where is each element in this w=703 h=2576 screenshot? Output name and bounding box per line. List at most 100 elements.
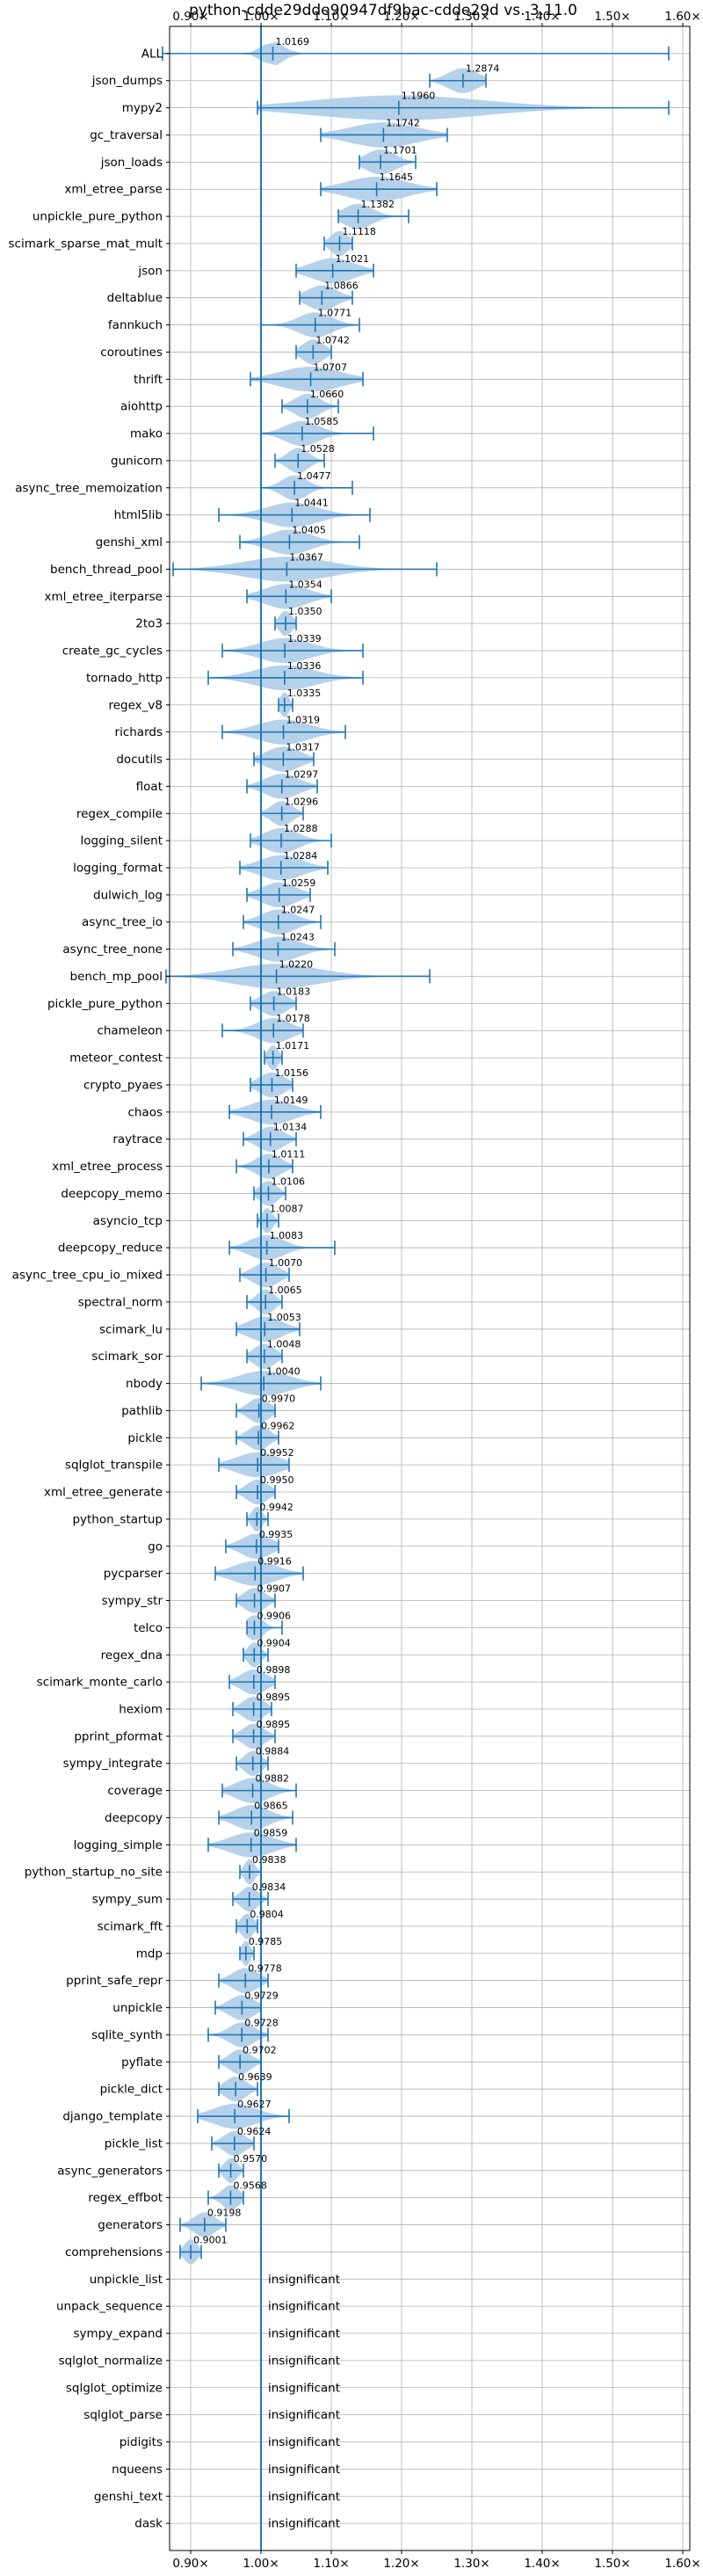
benchmark-name-label: html5lib — [114, 508, 163, 522]
benchmark-name-label: mako — [130, 427, 163, 441]
benchmark-name-label: thrift — [134, 373, 163, 387]
benchmark-name-label: ALL — [141, 47, 163, 61]
benchmark-name-label: fannkuch — [108, 318, 163, 332]
benchmark-name-label: tornado_http — [86, 671, 163, 685]
median-value-label: 1.0296 — [285, 796, 319, 807]
benchmark-name-label: sqlglot_optimize — [66, 2381, 163, 2395]
benchmark-name-label: comprehensions — [65, 2245, 163, 2259]
median-value-label: 1.0220 — [279, 958, 314, 970]
benchmark-name-label: sqlite_synth — [91, 2028, 163, 2042]
label-layer: ALL 1.0169 json_dumps 1.2874 mypy2 1.1960 gc_t… — [9, 36, 500, 2531]
median-value-label: 0.9702 — [243, 2044, 277, 2056]
benchmark-name-label: raytrace — [112, 1132, 163, 1146]
benchmark-name-label: mypy2 — [122, 101, 163, 115]
median-value-label: 1.0156 — [274, 1067, 308, 1079]
median-value-label: 1.0354 — [288, 579, 323, 590]
benchmark-name-label: asyncio_tcp — [93, 1214, 163, 1228]
median-value-label: 1.2874 — [466, 63, 500, 75]
insignificant-label: insignificant — [268, 2381, 340, 2395]
benchmark-name-label: nqueens — [112, 2463, 163, 2477]
benchmark-name-label: xml_etree_iterparse — [45, 590, 163, 604]
median-value-label: 1.0247 — [281, 905, 315, 916]
median-value-label: 1.0367 — [289, 551, 323, 563]
median-value-label: 1.0087 — [270, 1203, 304, 1214]
benchmark-name-label: unpickle_pure_python — [33, 210, 163, 224]
median-value-label: 1.0259 — [282, 877, 316, 889]
benchmark-name-label: async_tree_none — [62, 942, 163, 957]
benchmark-name-label: scimark_sparse_mat_mult — [9, 236, 163, 251]
benchmark-name-label: sympy_str — [102, 1594, 163, 1608]
benchmark-name-label: mdp — [136, 1947, 163, 1961]
median-value-label: 0.9627 — [237, 2099, 272, 2110]
benchmark-name-label: scimark_lu — [99, 1322, 163, 1336]
benchmark-name-label: regex_effbot — [88, 2191, 163, 2205]
benchmark-name-label: dask — [134, 2517, 163, 2531]
median-value-label: 0.9962 — [261, 1420, 295, 1431]
benchmark-name-label: go — [148, 1539, 163, 1554]
benchmark-name-label: nbody — [126, 1377, 163, 1391]
median-value-label: 0.9804 — [250, 1909, 284, 1920]
benchmark-name-label: sqlglot_parse — [83, 2408, 163, 2422]
median-value-label: 1.0243 — [280, 932, 315, 943]
median-value-label: 0.9570 — [234, 2153, 268, 2165]
median-value-label: 0.9907 — [257, 1583, 292, 1595]
x-tick-label-top: 1.30× — [453, 10, 489, 24]
median-value-label: 1.0183 — [277, 986, 311, 997]
benchmark-name-label: richards — [115, 725, 163, 739]
x-tick-label-bottom: 1.40× — [524, 2557, 560, 2571]
benchmark-name-label: python_startup_no_site — [25, 1866, 163, 1880]
median-value-label: 0.9639 — [238, 2071, 272, 2083]
x-tick-label-bottom: 1.20× — [383, 2557, 419, 2571]
median-value-label: 0.9970 — [262, 1393, 296, 1404]
benchmark-name-label: regex_v8 — [108, 698, 163, 712]
median-value-label: 0.9935 — [259, 1529, 294, 1540]
median-value-label: 1.0106 — [271, 1175, 305, 1187]
benchmark-name-label: pickle_pure_python — [47, 997, 163, 1011]
x-tick-label-top: 0.90× — [172, 10, 208, 24]
median-value-label: 1.1742 — [386, 117, 420, 128]
insignificant-label: insignificant — [268, 2408, 340, 2422]
median-value-label: 0.9785 — [249, 1936, 283, 1947]
benchmark-name-label: unpack_sequence — [56, 2300, 163, 2314]
benchmark-name-label: unpickle — [112, 2001, 163, 2015]
median-value-label: 1.1645 — [380, 171, 414, 183]
benchmark-name-label: generators — [98, 2218, 163, 2232]
median-value-label: 0.9952 — [260, 1447, 294, 1459]
benchmark-name-label: genshi_xml — [96, 535, 163, 549]
median-value-label: 1.0178 — [276, 1013, 310, 1024]
median-value-label: 1.0405 — [292, 525, 326, 536]
median-value-label: 1.0134 — [273, 1122, 308, 1133]
median-value-label: 0.9198 — [207, 2208, 242, 2219]
median-value-label: 0.9838 — [252, 1854, 286, 1866]
insignificant-label: insignificant — [268, 2354, 340, 2368]
benchmark-name-label: create_gc_cycles — [62, 644, 163, 659]
benchmark-name-label: chameleon — [97, 1024, 163, 1038]
benchmark-name-label: deepcopy — [105, 1811, 163, 1825]
median-value-label: 1.0111 — [272, 1149, 306, 1161]
benchmark-name-label: gc_traversal — [90, 128, 163, 142]
median-value-label: 1.0083 — [270, 1230, 304, 1241]
median-value-label: 1.0350 — [288, 606, 323, 617]
median-value-label: 1.0339 — [287, 633, 322, 644]
median-value-label: 1.0771 — [318, 308, 352, 319]
x-tick-label-top: 1.00× — [243, 10, 279, 24]
median-value-label: 0.9884 — [256, 1746, 290, 1757]
median-value-label: 1.0866 — [324, 280, 359, 292]
median-value-label: 1.0065 — [268, 1284, 302, 1296]
benchmark-name-label: float — [136, 780, 163, 794]
x-tick-label-bottom: 1.00× — [243, 2557, 279, 2571]
insignificant-label: insignificant — [268, 2435, 340, 2449]
benchmark-name-label: async_generators — [57, 2164, 163, 2178]
insignificant-label: insignificant — [268, 2490, 340, 2504]
median-value-label: 0.9859 — [254, 1827, 288, 1838]
benchmark-name-label: pyflate — [121, 2056, 163, 2070]
median-value-label: 1.0149 — [274, 1095, 308, 1106]
median-value-label: 0.9728 — [244, 2017, 279, 2028]
insignificant-label: insignificant — [268, 2327, 340, 2341]
median-value-label: 1.1382 — [361, 199, 395, 210]
median-value-label: 1.0284 — [284, 850, 318, 862]
benchmark-name-label: pickle — [127, 1431, 163, 1445]
median-value-label: 1.0335 — [287, 688, 322, 699]
benchmark-name-label: json_dumps — [91, 74, 163, 88]
